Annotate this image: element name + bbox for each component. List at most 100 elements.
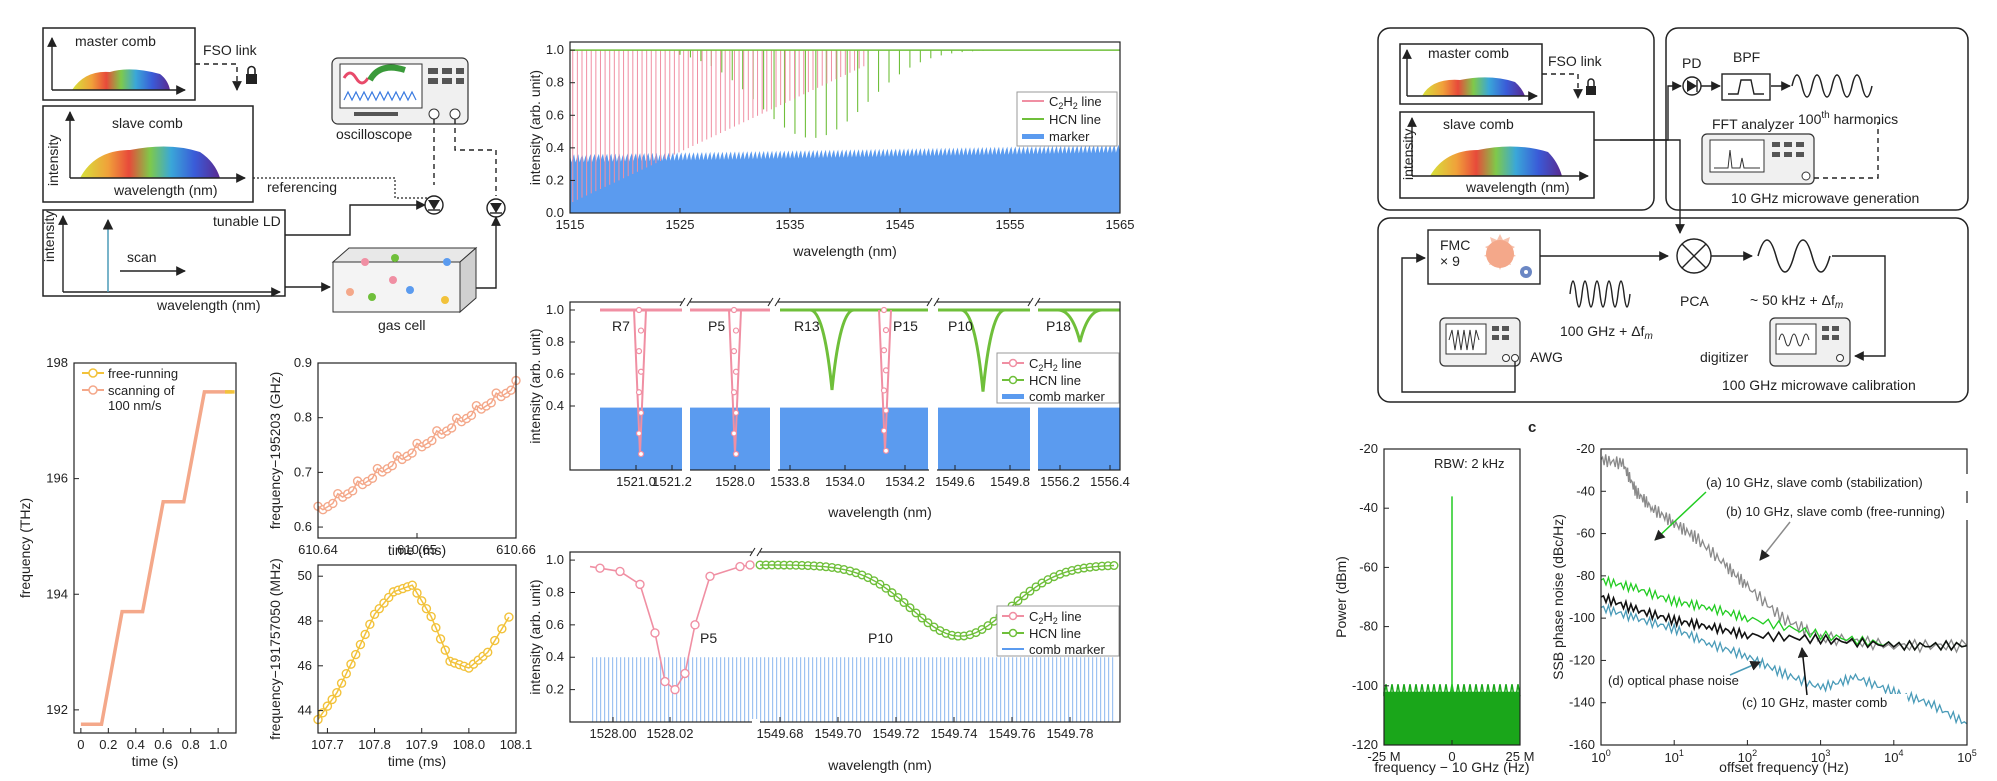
x-tick-label: 1549.6	[935, 474, 975, 489]
x-axis-label: wavelength (nm)	[827, 504, 932, 520]
hcn-dip	[960, 308, 1006, 392]
plot-frame	[73, 362, 237, 734]
tunable-ld-box	[42, 209, 286, 297]
c2h2-point	[705, 571, 715, 581]
x-tick-label: 0.2	[99, 737, 117, 752]
line-label: P10	[868, 630, 893, 646]
legend-label: scanning of	[108, 383, 175, 398]
harmonic-wave-icon	[1791, 74, 1873, 98]
y-tick-label: 0.8	[294, 410, 312, 425]
c2h2-point	[745, 560, 755, 570]
chart-fine-scan: 0.6 0.7 0.8 0.9 610.64 610.65 610.66 frequency−…	[267, 355, 536, 558]
x-tick-label: 1521.0	[616, 474, 656, 489]
y-tick-label: 0.2	[546, 682, 564, 697]
x-tick-label: 1.0	[209, 737, 227, 752]
c2h2-point	[880, 306, 888, 314]
y-tick-label: 48	[298, 613, 312, 628]
plot-frame	[1600, 448, 1968, 746]
c2h2-point	[637, 368, 645, 375]
setup-diagram-left: master comb FSO link slave comb intensit…	[41, 27, 506, 333]
x-tick-label: 1549.74	[931, 726, 978, 741]
x-tick-label: 0.6	[154, 737, 172, 752]
slave-wavelength-label: wavelength (nm)	[113, 182, 218, 198]
x-tick-label: 1528.02	[647, 726, 694, 741]
y-tick-label: -60	[1576, 526, 1595, 541]
axis-break	[756, 547, 763, 557]
axis-break-mask	[752, 719, 760, 726]
axis-break	[774, 297, 781, 307]
legend-text-part: 2	[1053, 363, 1058, 373]
tick-exponent: 2	[1752, 748, 1757, 758]
y-tick-label: 0.6	[546, 617, 564, 632]
tick-exponent: 4	[1899, 748, 1904, 758]
right-slave-comb-label: slave comb	[1443, 116, 1514, 132]
c2h2-point	[732, 450, 740, 458]
annotation-arrow	[1729, 660, 1761, 676]
plot-frame	[317, 564, 517, 734]
annotation-label: (d) optical phase noise	[1608, 673, 1739, 688]
line-label: P5	[700, 630, 717, 646]
y-tick-label: -100	[1569, 610, 1595, 625]
x-tick-label: 610.65	[397, 542, 437, 557]
c2h2-point	[880, 347, 888, 354]
x-tick-label: 1549.68	[757, 726, 804, 741]
annotation-arrow	[1797, 646, 1809, 696]
legend-marker	[1008, 358, 1018, 368]
microwave-calibration-box	[1377, 217, 1969, 403]
phase-noise-series	[1600, 454, 1968, 654]
annotation-bg	[1740, 694, 1908, 711]
y-tick-label: 0.8	[546, 584, 564, 599]
x-axis-label: time (s)	[132, 753, 179, 769]
legend-marker	[1008, 628, 1018, 638]
100ghz-label: 100 GHz + Δfm	[1560, 323, 1653, 342]
ld-wavelength-label: wavelength (nm)	[156, 297, 261, 313]
x-axis-label: offset frequency (Hz)	[1719, 759, 1849, 775]
x-tick-label: 1549.78	[1047, 726, 1094, 741]
right-slave-intensity-label: intensity	[1400, 129, 1416, 180]
100ghz-wave-icon	[1569, 280, 1631, 308]
c2h2-point	[690, 620, 700, 630]
x-tick-label: 25 M	[1506, 749, 1535, 764]
axis-break	[926, 297, 933, 307]
c2h2-point	[732, 368, 740, 375]
x-tick-label: 1556.4	[1090, 474, 1130, 489]
x-tick-label: 102	[1738, 748, 1757, 765]
y-tick-label: 0.6	[294, 519, 312, 534]
legend-text-part: 2	[1038, 616, 1043, 626]
c2h2-point	[732, 327, 740, 334]
c2h2-point	[635, 579, 645, 590]
y-tick-label: -80	[1359, 619, 1378, 634]
line-label: P18	[1046, 318, 1071, 334]
plot-frame	[317, 362, 517, 539]
y-tick-label: 44	[298, 703, 312, 718]
y-axis-label: intensity (arb. unit)	[527, 328, 543, 443]
y-tick-label: 0.8	[546, 75, 564, 90]
gas-cell-icon	[331, 246, 478, 314]
y-tick-label: 0.4	[546, 140, 564, 155]
chart-spectrum: 0.0 0.2 0.4 0.6 0.8 1.0 1515 1525 1535 1545 1555 15…	[527, 41, 1134, 259]
digitizer-icon	[1769, 317, 1851, 367]
legend-marker	[1008, 611, 1018, 621]
y-tick-label: -100	[1352, 678, 1378, 693]
noise-floor	[1384, 691, 1520, 745]
legend-marker	[88, 368, 98, 378]
x-tick-label: 0.4	[127, 737, 145, 752]
x-axis-label: frequency − 10 GHz (Hz)	[1374, 759, 1529, 775]
c2h2-point	[635, 430, 643, 437]
legend-label-2: comb marker	[1029, 389, 1106, 404]
pd-label: PD	[1682, 55, 1701, 71]
x-tick-label: 104	[1884, 748, 1903, 765]
axis-break-mask	[1030, 467, 1038, 474]
legend-text-part: H	[1043, 609, 1052, 624]
digitizer-label: digitizer	[1700, 349, 1749, 365]
legend-box	[996, 605, 1120, 657]
y-tick-label: 0.2	[546, 172, 564, 187]
legend-label: 100 nm/s	[108, 398, 162, 413]
legend-marker	[1008, 375, 1018, 385]
legend-text-part: line	[1058, 356, 1082, 371]
y-tick-label: 0.6	[546, 107, 564, 122]
y-tick-label: 198	[46, 355, 68, 370]
y-tick-label: 0.7	[294, 464, 312, 479]
